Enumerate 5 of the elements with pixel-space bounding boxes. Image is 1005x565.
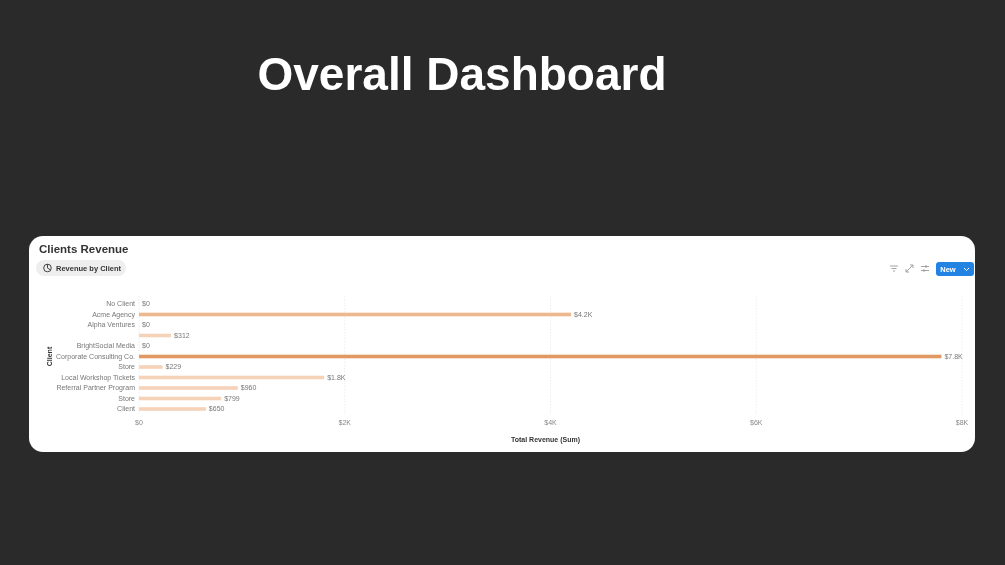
bar (139, 386, 238, 390)
chart-title: Overall Dashboard (257, 48, 667, 101)
bar (139, 365, 163, 369)
chart-subtitle: Clients Revenue (39, 243, 129, 256)
bar (139, 407, 206, 411)
